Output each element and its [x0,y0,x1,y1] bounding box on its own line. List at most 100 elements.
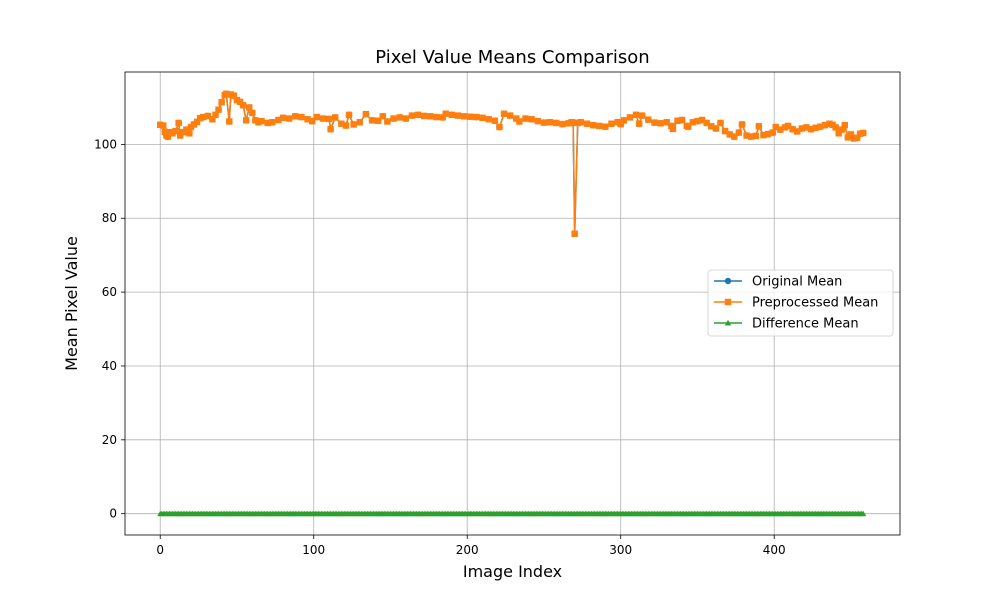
data-point [467,113,474,120]
data-point [218,99,225,106]
legend: Original Mean Preprocessed Mean Difference… [707,269,894,337]
legend-label: Preprocessed Mean [752,296,878,311]
data-point [841,121,849,129]
data-point [279,114,287,121]
legend-item: Preprocessed Mean [714,296,878,311]
data-point [473,113,480,121]
data-point [414,111,422,119]
data-point [832,124,839,131]
data-point [678,116,686,124]
data-point [569,119,577,126]
data-point [319,115,327,122]
data-point [835,130,842,137]
data-point [743,132,750,139]
legend-label: Difference Mean [752,317,859,332]
data-point [694,117,701,125]
data-point [635,120,643,127]
data-point [175,119,182,127]
data-point [752,132,759,140]
data-point [408,112,416,119]
data-point [712,125,720,132]
data-point [755,123,763,130]
data-point [212,111,219,119]
data-point [794,128,801,135]
data-point [596,122,603,130]
data-point [242,117,250,124]
data-point [448,111,456,119]
data-point [645,116,652,123]
data-point [356,119,363,126]
data-point [292,113,299,120]
data-point [442,110,449,117]
data-point [327,126,334,133]
data-point [559,120,566,128]
data-point [390,115,397,122]
legend-marker [724,277,732,285]
data-point [860,510,867,517]
data-point [342,122,350,129]
legend-item: Original Mean [714,275,842,290]
data-point [760,131,767,139]
data-point [798,125,806,132]
series [157,90,867,237]
data-point [703,119,710,127]
data-point [460,113,468,120]
data-point [522,115,529,122]
data-point [258,117,265,125]
data-point [345,111,353,119]
legend-item: Difference Mean [714,317,859,332]
data-point [546,119,554,126]
x-tick-label: 0 [156,543,164,557]
data-point [534,117,542,125]
data-point [338,120,345,127]
data-point [402,115,410,122]
data-point [313,113,320,121]
data-point [620,117,627,124]
data-point [807,126,815,133]
data-point [769,129,776,136]
data-point [421,112,428,120]
data-point [161,128,169,136]
series [157,510,867,517]
data-point [651,119,658,126]
data-point [764,130,772,138]
data-point [215,106,222,113]
data-point [239,102,247,109]
data-point [246,104,253,111]
data-point [571,230,578,237]
data-point [193,118,201,126]
data-point [698,116,706,124]
x-axis-label: Image Index [463,562,562,581]
data-point [735,129,743,136]
data-point [821,121,829,129]
data-point [223,90,230,97]
data-point [784,122,792,130]
data-point [230,92,238,99]
data-point [275,116,282,124]
legend-marker [724,319,732,326]
data-point [589,121,597,129]
data-point [304,116,311,123]
data-point [738,121,746,128]
data-point [626,114,634,121]
data-point [491,117,499,124]
data-point [657,120,664,127]
data-point [384,118,391,125]
x-tick-label: 300 [609,543,632,557]
data-point [726,131,733,138]
data-point [617,120,624,128]
y-tick-label: 0 [109,507,117,521]
data-point [236,98,244,106]
data-point [540,119,548,126]
data-point [689,119,697,126]
data-point [374,117,382,124]
data-point [708,123,715,130]
x-tick-label: 200 [456,543,479,557]
data-point [838,126,845,133]
data-point [669,125,677,133]
data-point [186,130,193,137]
data-point [439,114,446,121]
data-point [200,113,207,121]
data-point [325,115,333,123]
